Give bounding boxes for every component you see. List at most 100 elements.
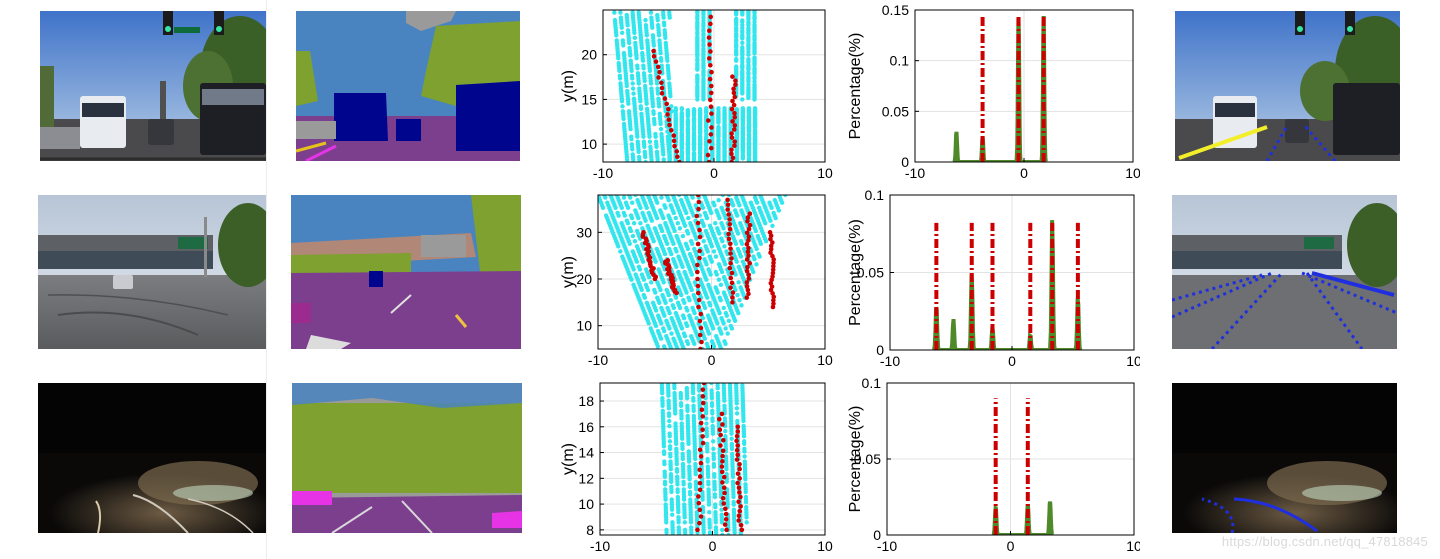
scatter-point: [689, 333, 694, 339]
scatter-point: [682, 520, 688, 525]
scatter-point: [746, 106, 752, 111]
lane-point: [699, 407, 705, 412]
lane-point: [745, 215, 751, 220]
scatter-point: [719, 221, 724, 226]
scatter-point: [722, 106, 727, 111]
scatter-point: [703, 228, 709, 234]
lane-point: [723, 511, 729, 517]
lane-point: [732, 114, 738, 120]
scatter-point: [706, 487, 711, 492]
lane-point: [706, 56, 712, 61]
scatter-point: [717, 295, 722, 300]
x-tick-label: -10: [588, 352, 608, 368]
scatter-point: [697, 107, 703, 112]
scatter-point: [710, 423, 715, 429]
scatter-point: [710, 308, 715, 313]
scatter-point: [664, 527, 669, 533]
scatter-point: [625, 28, 631, 33]
scatter-point: [655, 328, 661, 334]
lane-point: [735, 429, 741, 434]
scatter-point: [700, 504, 706, 510]
scatter-point: [648, 144, 653, 149]
scatter-point: [641, 71, 647, 76]
lane-point: [695, 290, 701, 296]
scatter-point: [736, 264, 741, 270]
scatter-point: [744, 504, 749, 510]
segmentation-map-row3: [292, 383, 522, 533]
scatter-point: [631, 96, 637, 101]
scatter-point: [676, 515, 681, 520]
scatter-point: [670, 520, 675, 525]
lane-point: [732, 94, 738, 100]
x-tick-label: -10: [905, 165, 925, 181]
lane-point: [708, 62, 713, 68]
scatter-point: [620, 104, 625, 109]
scatter-point: [651, 109, 656, 114]
scatter-point: [742, 446, 747, 452]
lane-point: [698, 325, 704, 331]
y-tick-label: 0.15: [882, 2, 909, 18]
x-tick-label: 0: [709, 538, 717, 554]
lane-point: [744, 241, 750, 247]
scatter-point: [704, 106, 709, 111]
y-tick-label: 0.05: [854, 451, 881, 467]
scatter-point: [640, 226, 645, 231]
scatter-point: [667, 439, 673, 444]
scatter-point: [673, 310, 679, 316]
scatter-point: [739, 208, 744, 213]
scatter-point: [667, 10, 672, 15]
lane-point: [736, 518, 742, 523]
scatter-point: [734, 411, 740, 416]
scatter-point: [740, 106, 746, 111]
scatter-point: [640, 50, 645, 56]
lane-line-yellow: [1178, 125, 1268, 160]
lane-point: [697, 332, 703, 338]
scatter-point: [676, 285, 681, 290]
lane-point: [744, 230, 750, 236]
scatter-point: [756, 205, 762, 211]
lane-point: [664, 101, 669, 107]
scatter-point: [743, 494, 749, 500]
scatter-point: [672, 390, 677, 396]
lane-point: [651, 54, 657, 59]
x-tick-label: 10: [817, 538, 833, 554]
lane-point: [746, 234, 752, 239]
lane-point: [733, 78, 738, 84]
scatter-point: [741, 246, 747, 252]
lane-point: [698, 420, 704, 426]
lane-point: [705, 152, 711, 158]
x-tick-label: 10: [817, 352, 833, 368]
scatter-point: [740, 45, 745, 50]
scatter-point: [679, 421, 684, 426]
lane-point: [729, 270, 735, 276]
lane-point: [697, 480, 703, 486]
y-axis-label: Percentage(%): [847, 406, 864, 513]
scatter-point: [709, 401, 715, 406]
scatter-point: [626, 109, 632, 114]
lane-point: [696, 206, 701, 212]
scatter-point: [657, 111, 662, 117]
lane-point: [697, 447, 703, 453]
scatter-point: [740, 40, 745, 45]
lane-point: [708, 145, 714, 151]
lane-point: [768, 250, 773, 255]
lane-point: [723, 517, 729, 522]
scatter-point: [663, 221, 668, 226]
y-tick-label: 0: [901, 154, 909, 170]
watermark-text: https://blog.csdn.net/qq_47818845: [1221, 534, 1428, 549]
scatter-point: [727, 383, 733, 386]
lane-point: [666, 117, 672, 123]
y-tick-label: 15: [581, 91, 597, 107]
scatter-point: [667, 81, 672, 86]
lane-point: [728, 261, 733, 266]
camera-frame-row3: [38, 383, 266, 533]
scatter-point: [636, 264, 642, 270]
scatter-point: [671, 336, 676, 341]
lane-point: [653, 59, 659, 64]
scatter-point: [631, 282, 636, 288]
scatter-point: [619, 221, 624, 226]
scatter-point: [752, 195, 758, 200]
scatter-point: [667, 423, 672, 429]
scatter-point: [620, 109, 626, 114]
lane-point: [744, 257, 750, 262]
